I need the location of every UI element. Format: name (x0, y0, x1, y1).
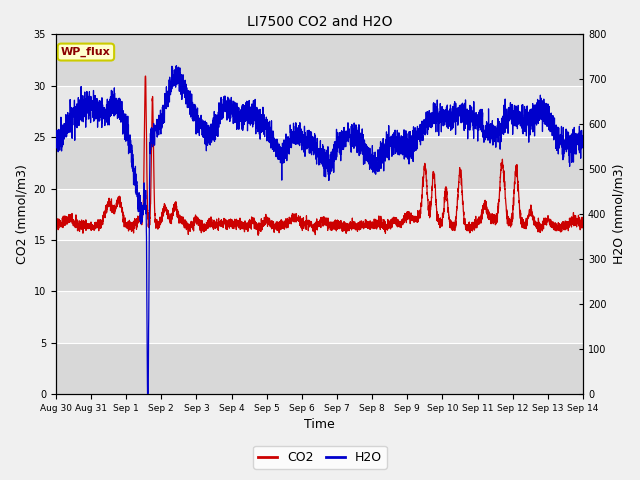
Bar (56, 291, 583, 343)
Bar (56, 343, 583, 394)
Y-axis label: CO2 (mmol/m3): CO2 (mmol/m3) (15, 164, 28, 264)
Legend: CO2, H2O: CO2, H2O (253, 446, 387, 469)
Bar (56, 189, 583, 240)
Bar (56, 240, 583, 291)
Bar (56, 137, 583, 189)
Title: LI7500 CO2 and H2O: LI7500 CO2 and H2O (246, 15, 392, 29)
Bar (56, 35, 583, 86)
X-axis label: Time: Time (304, 419, 335, 432)
Bar (56, 86, 583, 137)
Text: WP_flux: WP_flux (61, 47, 111, 57)
Y-axis label: H2O (mmol/m3): H2O (mmol/m3) (612, 164, 625, 264)
